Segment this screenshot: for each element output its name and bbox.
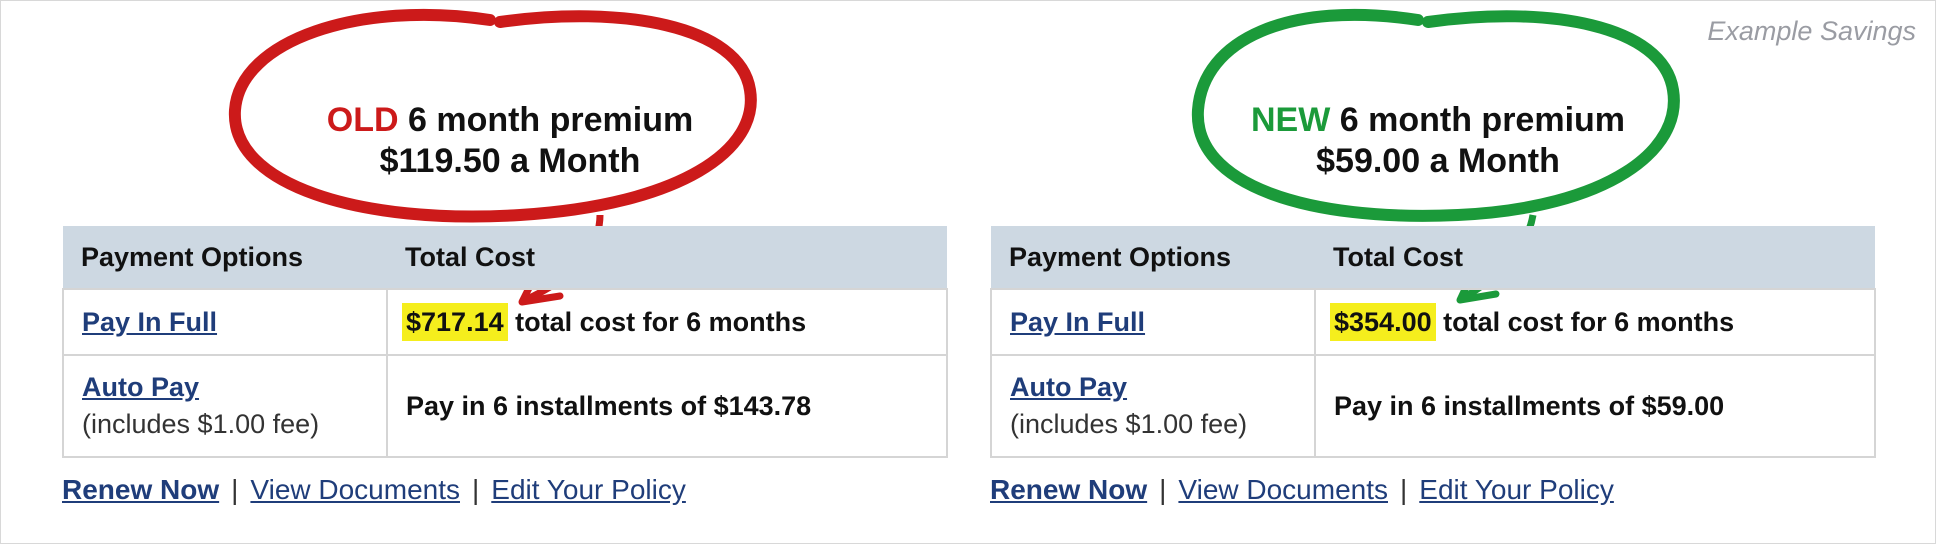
renew-now-link[interactable]: Renew Now bbox=[62, 474, 220, 505]
separator: | bbox=[472, 474, 480, 505]
renew-now-link[interactable]: Renew Now bbox=[990, 474, 1148, 505]
view-documents-link[interactable]: View Documents bbox=[250, 474, 460, 505]
old-premium-panel: OLD 6 month premium $119.50 a Month Paym… bbox=[60, 0, 950, 544]
header-payment-options: Payment Options bbox=[991, 226, 1315, 289]
payment-options-table: Payment Options Total Cost Pay In Full $3… bbox=[990, 226, 1876, 458]
header-total-cost: Total Cost bbox=[387, 226, 947, 289]
auto-pay-text: Pay in 6 installments of $59.00 bbox=[1314, 354, 1876, 458]
premium-label: 6 month premium bbox=[1339, 101, 1626, 139]
separator: | bbox=[1400, 474, 1408, 505]
new-premium-callout: NEW 6 month premium $59.00 a Month bbox=[1188, 100, 1688, 182]
example-savings-label: Example Savings bbox=[1707, 16, 1916, 46]
edit-policy-link[interactable]: Edit Your Policy bbox=[491, 474, 686, 505]
table-row: Auto Pay (includes $1.00 fee) Pay in 6 in… bbox=[990, 354, 1876, 458]
pay-in-full-amount: $354.00 bbox=[1330, 302, 1436, 341]
pay-in-full-text: total cost for 6 months bbox=[515, 306, 807, 337]
monthly-price: $59.00 a Month bbox=[1316, 142, 1560, 180]
table-row: Pay In Full $354.00 total cost for 6 mon… bbox=[990, 288, 1876, 356]
table-row: Auto Pay (includes $1.00 fee) Pay in 6 in… bbox=[62, 354, 948, 458]
header-total-cost: Total Cost bbox=[1315, 226, 1875, 289]
auto-pay-fee: (includes $1.00 fee) bbox=[1010, 409, 1248, 439]
old-premium-callout: OLD 6 month premium $119.50 a Month bbox=[260, 100, 760, 182]
auto-pay-link[interactable]: Auto Pay bbox=[1010, 372, 1128, 402]
pay-in-full-amount: $717.14 bbox=[402, 302, 508, 341]
policy-links: Renew Now | View Documents | Edit Your Polic… bbox=[62, 474, 686, 506]
separator: | bbox=[231, 474, 239, 505]
premium-label: 6 month premium bbox=[407, 101, 694, 139]
header-payment-options: Payment Options bbox=[63, 226, 387, 289]
policy-links: Renew Now | View Documents | Edit Your Polic… bbox=[990, 474, 1614, 506]
old-tag: OLD bbox=[326, 101, 399, 139]
table-row: Pay In Full $717.14 total cost for 6 mon… bbox=[62, 288, 948, 356]
new-tag: NEW bbox=[1250, 101, 1331, 139]
separator: | bbox=[1159, 474, 1167, 505]
payment-options-table: Payment Options Total Cost Pay In Full $7… bbox=[62, 226, 948, 458]
pay-in-full-text: total cost for 6 months bbox=[1443, 306, 1735, 337]
pay-in-full-link[interactable]: Pay In Full bbox=[1010, 306, 1146, 337]
auto-pay-link[interactable]: Auto Pay bbox=[82, 372, 200, 402]
monthly-price: $119.50 a Month bbox=[379, 142, 641, 180]
pay-in-full-link[interactable]: Pay In Full bbox=[82, 306, 218, 337]
edit-policy-link[interactable]: Edit Your Policy bbox=[1419, 474, 1614, 505]
auto-pay-text: Pay in 6 installments of $143.78 bbox=[386, 354, 948, 458]
new-premium-panel: NEW 6 month premium $59.00 a Month Payme… bbox=[988, 0, 1878, 544]
auto-pay-fee: (includes $1.00 fee) bbox=[82, 409, 320, 439]
view-documents-link[interactable]: View Documents bbox=[1178, 474, 1388, 505]
